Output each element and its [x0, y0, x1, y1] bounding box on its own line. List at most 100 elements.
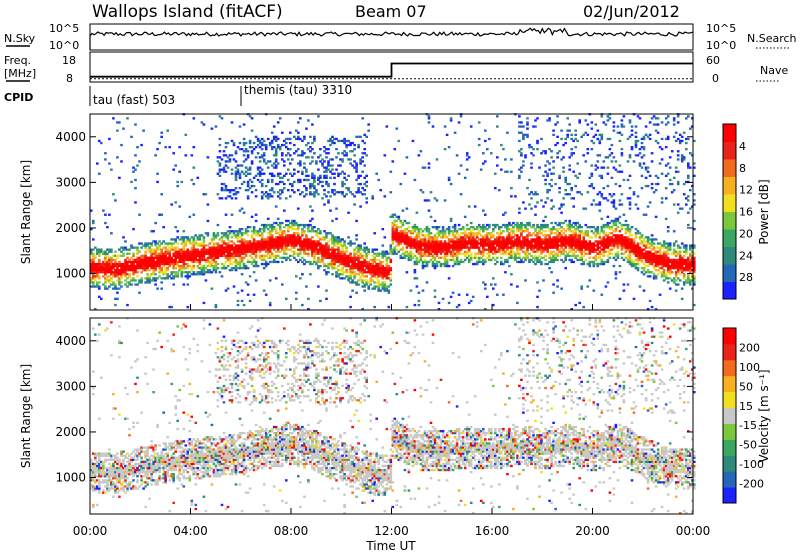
heatmap-cell: [279, 251, 282, 253]
heatmap-cell: [398, 216, 401, 218]
heatmap-cell: [219, 271, 222, 273]
heatmap-cell: [257, 232, 260, 234]
heatmap-cell: [568, 130, 571, 132]
heatmap-cell: [480, 257, 483, 259]
heatmap-cell: [601, 175, 604, 177]
heatmap-cell: [454, 228, 457, 230]
heatmap-cell: [251, 257, 254, 259]
heatmap-cell: [225, 267, 228, 269]
heatmap-cell: [271, 253, 274, 255]
heatmap-cell: [279, 228, 282, 230]
heatmap-cell: [283, 187, 286, 189]
heatmap-cell: [313, 140, 316, 142]
heatmap-cell: [269, 232, 272, 234]
heatmap-cell: [215, 261, 218, 263]
heatmap-cell: [345, 154, 348, 156]
heatmap-cell: [341, 158, 344, 160]
heatmap-cell: [104, 285, 107, 287]
heatmap-cell: [416, 263, 419, 265]
heatmap-cell: [444, 125, 447, 127]
heatmap-cell: [193, 214, 196, 216]
heatmap-cell: [641, 271, 644, 273]
heatmap-cell: [289, 259, 292, 261]
heatmap-cell: [452, 238, 455, 240]
heatmap-cell: [568, 220, 571, 222]
heatmap-cell: [215, 236, 218, 238]
heatmap-cell: [379, 263, 382, 265]
heatmap-cell: [325, 156, 328, 158]
heatmap-cell: [564, 220, 567, 222]
heatmap-cell: [199, 236, 202, 238]
heatmap-cell: [166, 244, 169, 246]
heatmap-cell: [361, 273, 364, 275]
heatmap-cell: [522, 201, 525, 203]
heatmap-cell: [494, 187, 497, 189]
heatmap-cell: [629, 187, 632, 189]
heatmap-cell: [259, 175, 262, 177]
heatmap-cell: [152, 259, 155, 261]
heatmap-cell: [520, 228, 523, 230]
heatmap-cell: [247, 195, 250, 197]
heatmap-cell: [295, 298, 298, 300]
heatmap-cell: [458, 263, 461, 265]
heatmap-cell: [203, 123, 206, 125]
heatmap-cell: [245, 158, 248, 160]
heatmap-cell: [566, 253, 569, 255]
heatmap-cell: [170, 244, 173, 246]
heatmap-cell: [277, 162, 280, 164]
heatmap-cell: [255, 251, 258, 253]
heatmap-cell: [337, 175, 340, 177]
heatmap-cell: [247, 259, 250, 261]
heatmap-cell: [345, 193, 348, 195]
heatmap-cell: [309, 162, 312, 164]
heatmap-cell: [436, 263, 439, 265]
heatmap-cell: [343, 240, 346, 242]
heatmap-cell: [434, 197, 437, 199]
heatmap-cell: [187, 306, 190, 308]
heatmap-cell: [140, 277, 143, 279]
heatmap-cell: [343, 142, 346, 144]
heatmap-cell: [261, 191, 264, 193]
heatmap-cell: [148, 275, 151, 277]
heatmap-cell: [468, 261, 471, 263]
heatmap-cell: [199, 261, 202, 263]
heatmap-cell: [422, 230, 425, 232]
heatmap-cell: [251, 130, 254, 132]
heatmap-cell: [307, 298, 310, 300]
heatmap-cell: [601, 195, 604, 197]
heatmap-cell: [92, 283, 95, 285]
heatmap-cell: [172, 277, 175, 279]
heatmap-cell: [484, 283, 487, 285]
heatmap-cell: [540, 152, 543, 154]
heatmap-cell: [611, 195, 614, 197]
heatmap-cell: [339, 242, 342, 244]
heatmap-cell: [128, 273, 131, 275]
heatmap-cell: [379, 290, 382, 292]
heatmap-cell: [526, 136, 529, 138]
heatmap-cell: [253, 142, 256, 144]
heatmap-cell: [466, 154, 469, 156]
heatmap-cell: [442, 228, 445, 230]
heatmap-cell: [560, 212, 563, 214]
heatmap-cell: [414, 224, 417, 226]
heatmap-cell: [347, 263, 350, 265]
heatmap-cell: [420, 150, 423, 152]
heatmap-cell: [478, 249, 481, 251]
heatmap-cell: [363, 269, 366, 271]
heatmap-cell: [247, 154, 250, 156]
heatmap-cell: [245, 148, 248, 150]
heatmap-cell: [277, 191, 280, 193]
heatmap-cell: [148, 269, 151, 271]
heatmap-cell: [574, 232, 577, 234]
heatmap-cell: [548, 234, 551, 236]
heatmap-cell: [140, 281, 143, 283]
heatmap-cell: [297, 171, 300, 173]
heatmap-cell: [520, 249, 523, 251]
heatmap-cell: [317, 240, 320, 242]
heatmap-cell: [560, 247, 563, 249]
heatmap-cell: [593, 247, 596, 249]
heatmap-cell: [607, 261, 610, 263]
heatmap-cell: [384, 195, 387, 197]
heatmap-cell: [136, 164, 139, 166]
heatmap-cell: [253, 259, 256, 261]
